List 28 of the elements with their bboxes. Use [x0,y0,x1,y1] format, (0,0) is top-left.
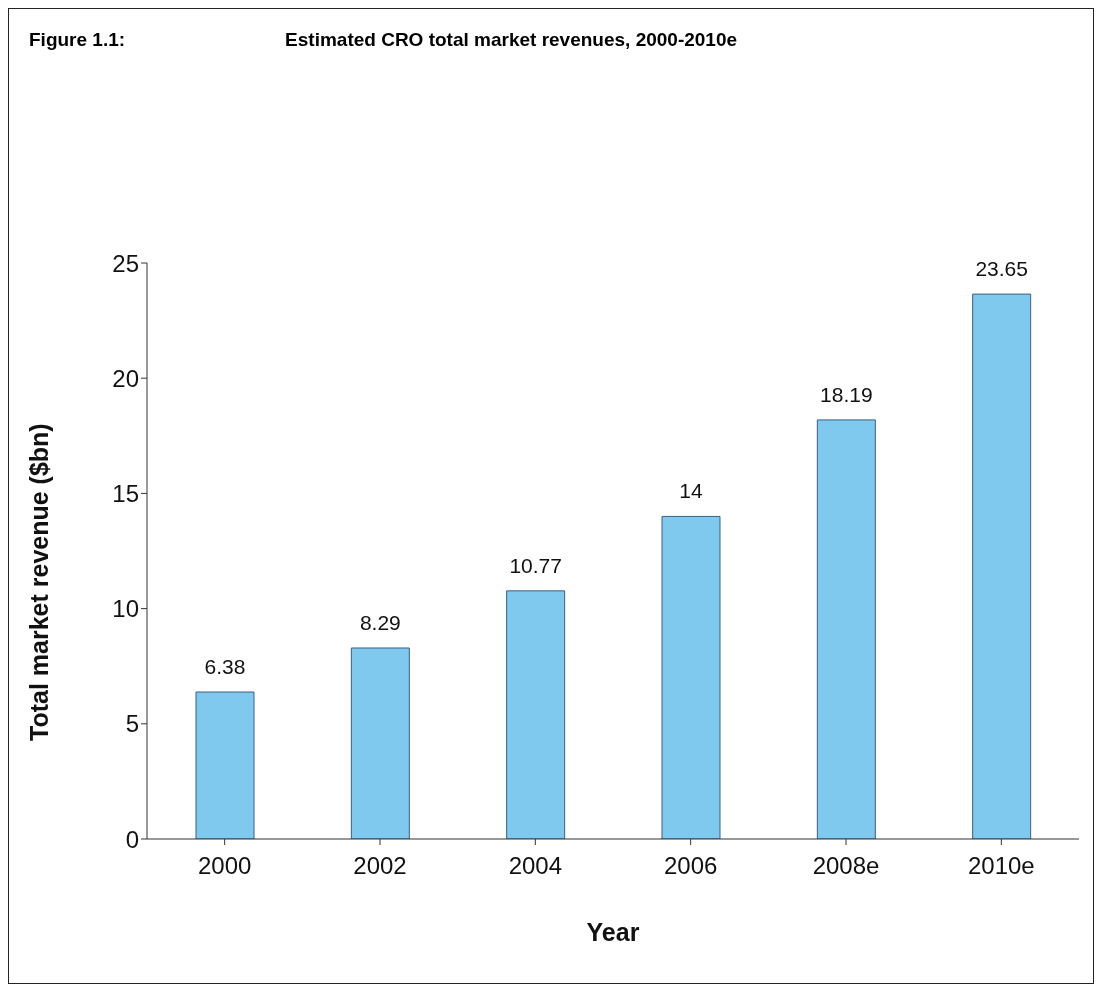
x-tick-label: 2000 [197,852,252,880]
x-tick-label: 2004 [508,852,563,880]
data-label: 18.19 [820,382,873,406]
chart-title: Estimated CRO total market revenues, 2000-2010e [285,29,738,50]
y-tick-label: 0 [125,825,139,853]
x-axis-title: Year [586,918,640,946]
bar [350,647,410,839]
data-label: 8.29 [359,611,401,634]
data-label: 14 [679,479,703,503]
bar [661,515,721,839]
y-tick-label: 25 [112,249,139,277]
y-tick-label: 10 [112,595,139,623]
bar [195,691,255,839]
data-label: 6.38 [204,655,246,678]
x-tick-label: 2002 [353,852,407,880]
caption: Figure 1.1: [29,29,126,50]
bar [972,293,1032,839]
bar [816,419,876,839]
bar [506,590,566,839]
y-tick-label: 5 [125,710,139,738]
data-label: 10.77 [509,553,562,577]
x-tick-label: 2008e [812,852,880,880]
y-axis-title: Total market revenue ($bn) [24,423,53,741]
y-tick-label: 15 [112,479,139,507]
y-tick-label: 20 [112,364,139,392]
x-tick-label: 2010e [967,852,1035,880]
x-tick-label: 2006 [663,852,718,880]
data-label: 23.65 [975,257,1028,281]
